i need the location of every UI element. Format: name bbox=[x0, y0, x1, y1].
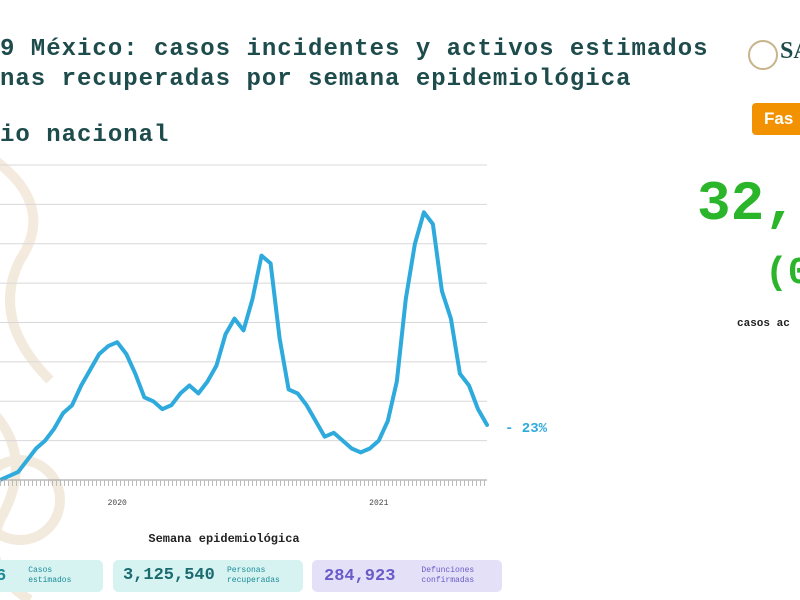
logo-text: SA bbox=[780, 38, 800, 64]
subtitle: io nacional bbox=[0, 122, 170, 149]
title: nas recuperadas por semana epidemiológic… bbox=[0, 66, 632, 93]
phase-button[interactable]: Fas bbox=[752, 103, 800, 135]
annotation: - 23% bbox=[505, 421, 548, 437]
x-tick-label: 2020 bbox=[108, 499, 127, 508]
summary-box: 3,125,540 Personas recuperadas bbox=[113, 560, 303, 592]
summary-value: 3,125,540 bbox=[123, 566, 215, 585]
caption: casos ac bbox=[737, 318, 790, 330]
summary-label: Defunciones confirmadas bbox=[421, 566, 475, 585]
line bbox=[0, 210, 489, 482]
background-pattern bbox=[0, 157, 65, 600]
summary-box: 284,923 Defunciones confirmadas bbox=[312, 560, 502, 592]
logo-emblem bbox=[748, 40, 778, 70]
summary-label: Casos estimados bbox=[28, 566, 72, 585]
x-axis-label: Semana epidemiológica bbox=[148, 532, 299, 546]
summary-value: 284,923 bbox=[324, 566, 396, 586]
percent: (0 bbox=[765, 252, 800, 295]
summary-box: 6 Casos estimados bbox=[0, 560, 103, 592]
x-tick-label: 2021 bbox=[369, 499, 388, 508]
summary-value: 6 bbox=[0, 566, 7, 586]
plot-area: 2020 2021 bbox=[0, 164, 489, 508]
big-number: 32, bbox=[697, 172, 798, 236]
summary-label: Personas recuperadas bbox=[227, 566, 280, 585]
title: 9 México: casos incidentes y activos est… bbox=[0, 36, 709, 63]
